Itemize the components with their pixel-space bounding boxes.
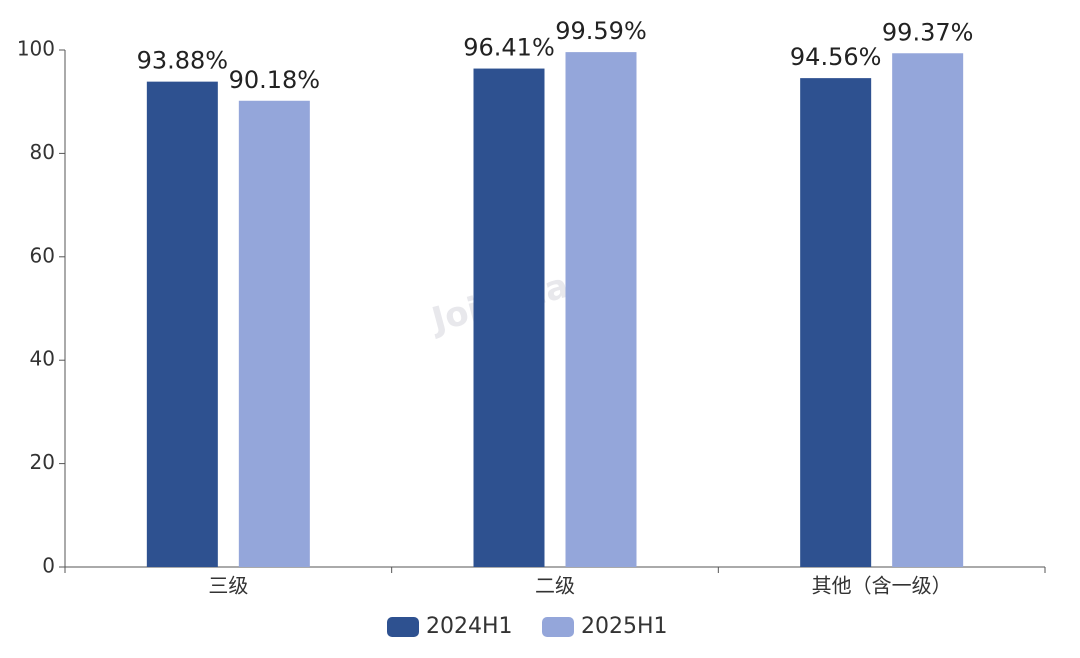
value-label: 99.59%: [555, 17, 647, 45]
value-label: 99.37%: [882, 18, 974, 46]
x-tick-label: 其他（含一级）: [812, 574, 952, 598]
y-tick-label: 20: [30, 450, 55, 474]
bar: [146, 81, 218, 567]
legend-label: 2025H1: [581, 614, 668, 639]
bar: [800, 78, 872, 567]
bar: [238, 100, 310, 567]
y-tick-label: 0: [42, 554, 55, 578]
value-label: 93.88%: [137, 47, 229, 75]
value-label: 90.18%: [229, 66, 321, 94]
y-tick-label: 100: [17, 37, 55, 61]
bar: [565, 52, 637, 568]
y-tick-label: 80: [30, 140, 55, 164]
bar: [473, 68, 545, 567]
value-label: 96.41%: [463, 34, 555, 62]
y-tick-label: 60: [30, 243, 55, 267]
x-tick-label: 二级: [535, 574, 575, 598]
bar: [892, 53, 964, 568]
value-label: 94.56%: [790, 43, 882, 71]
x-tick-label: 三级: [208, 574, 248, 598]
legend-swatch: [542, 617, 574, 637]
y-tick-label: 40: [30, 347, 55, 371]
legend-swatch: [387, 617, 419, 637]
legend-label: 2024H1: [426, 614, 513, 639]
